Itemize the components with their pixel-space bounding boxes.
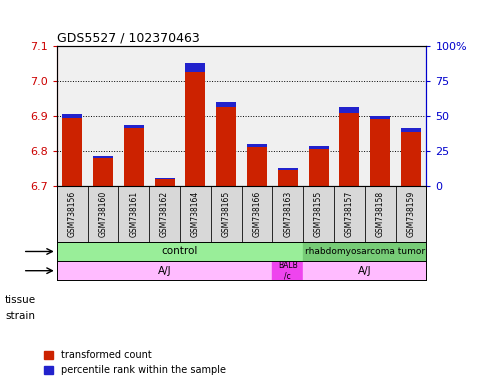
Text: control: control (162, 247, 198, 257)
Bar (124, 125, 144, 128)
FancyBboxPatch shape (211, 186, 242, 242)
Bar (124, 128, 144, 186)
Text: tissue: tissue (5, 295, 36, 305)
Bar (309, 146, 329, 149)
Bar (370, 119, 390, 186)
Text: A/J: A/J (158, 266, 172, 276)
Bar (247, 147, 267, 186)
Text: rhabdomyosarcoma tumor: rhabdomyosarcoma tumor (305, 247, 425, 256)
Text: GSM738159: GSM738159 (407, 190, 416, 237)
Bar (247, 144, 267, 147)
Text: strain: strain (5, 311, 35, 321)
Text: GSM738155: GSM738155 (314, 190, 323, 237)
Text: GSM738158: GSM738158 (376, 190, 385, 237)
Bar (303, 242, 426, 261)
Legend: transformed count, percentile rank within the sample: transformed count, percentile rank withi… (44, 351, 226, 375)
Bar (62, 114, 82, 118)
Bar (370, 116, 390, 119)
Text: GSM738157: GSM738157 (345, 190, 354, 237)
Text: GSM738165: GSM738165 (222, 190, 231, 237)
Text: GSM738162: GSM738162 (160, 190, 169, 237)
Bar (154, 178, 175, 179)
FancyBboxPatch shape (57, 186, 88, 242)
Bar (216, 102, 236, 107)
Text: BALB
/c: BALB /c (278, 261, 298, 280)
FancyBboxPatch shape (303, 186, 334, 242)
Bar (272, 261, 303, 280)
Bar (303, 261, 426, 280)
Text: A/J: A/J (358, 266, 372, 276)
Bar (401, 132, 421, 186)
Text: GSM738161: GSM738161 (129, 190, 138, 237)
Text: GSM738163: GSM738163 (283, 190, 292, 237)
FancyBboxPatch shape (365, 186, 395, 242)
Bar (57, 261, 272, 280)
Bar (278, 169, 298, 170)
Text: GSM738156: GSM738156 (68, 190, 76, 237)
Bar (93, 156, 113, 158)
Bar (278, 170, 298, 186)
Bar (57, 242, 303, 261)
FancyBboxPatch shape (334, 186, 365, 242)
Bar (339, 107, 359, 113)
Text: GSM738160: GSM738160 (99, 190, 107, 237)
FancyBboxPatch shape (118, 186, 149, 242)
FancyBboxPatch shape (180, 186, 211, 242)
Bar (154, 179, 175, 186)
Bar (309, 149, 329, 186)
Bar (401, 129, 421, 132)
Bar (339, 113, 359, 186)
FancyBboxPatch shape (272, 186, 303, 242)
Text: GSM738164: GSM738164 (191, 190, 200, 237)
FancyBboxPatch shape (242, 186, 272, 242)
Bar (62, 118, 82, 186)
Text: GDS5527 / 102370463: GDS5527 / 102370463 (57, 32, 200, 45)
Bar (185, 63, 206, 72)
Text: GSM738166: GSM738166 (252, 190, 261, 237)
FancyBboxPatch shape (395, 186, 426, 242)
FancyBboxPatch shape (149, 186, 180, 242)
FancyBboxPatch shape (88, 186, 118, 242)
Bar (216, 107, 236, 186)
Bar (93, 158, 113, 186)
Bar (185, 72, 206, 186)
